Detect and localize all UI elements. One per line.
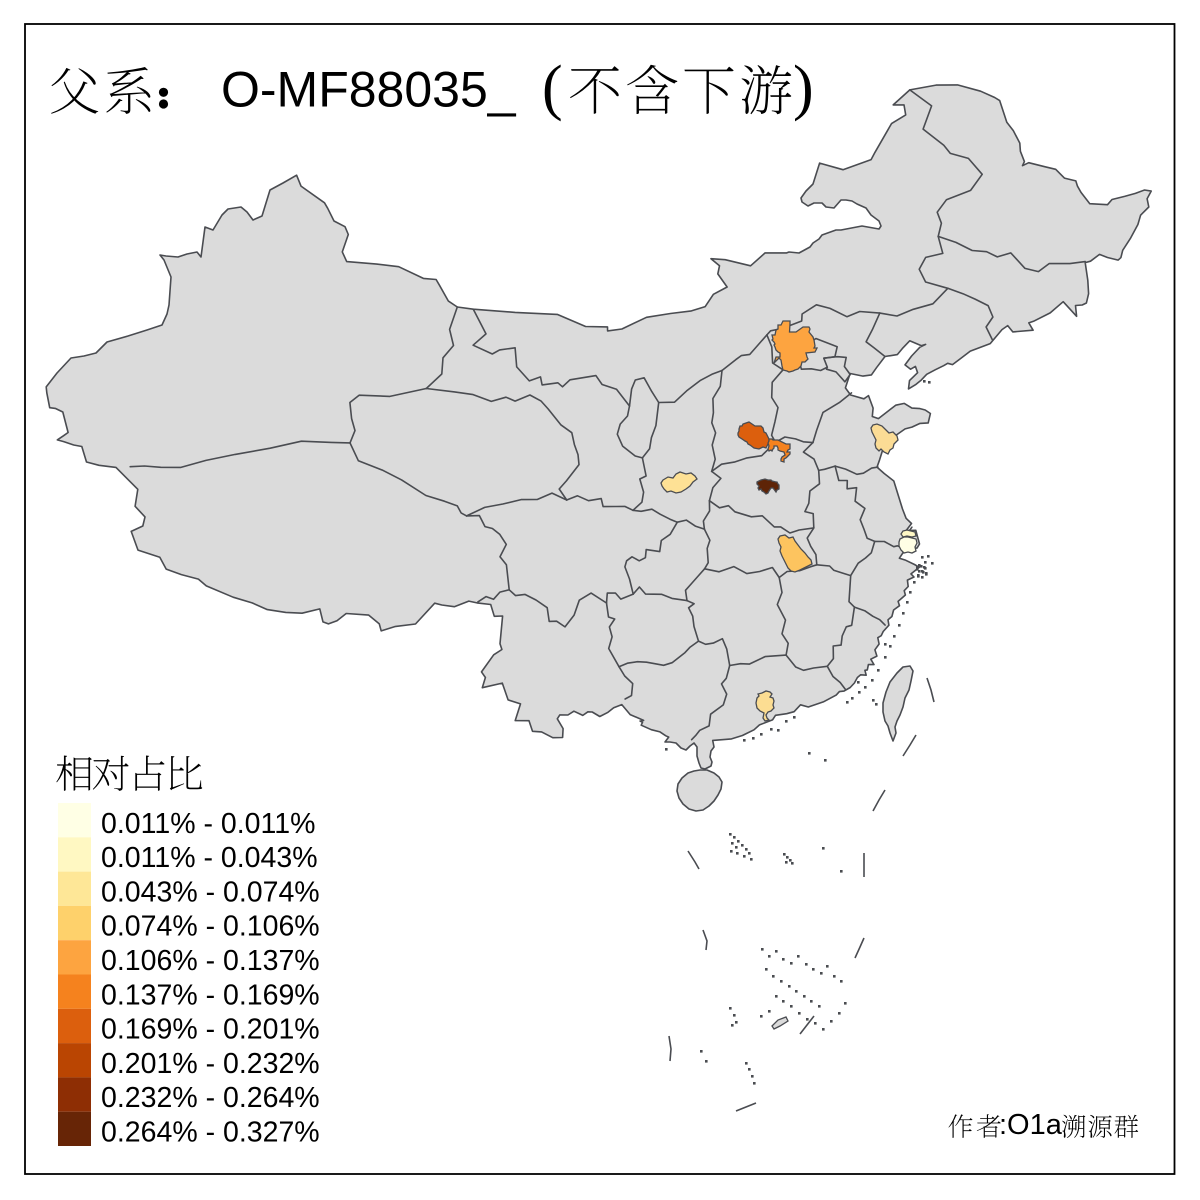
svg-text:0.169% - 0.201%: 0.169% - 0.201% xyxy=(101,1014,320,1046)
svg-text:O-MF88035_: O-MF88035_ xyxy=(221,62,517,118)
svg-text:0.011% - 0.043%: 0.011% - 0.043% xyxy=(101,842,318,874)
svg-text:0.074% - 0.106%: 0.074% - 0.106% xyxy=(101,911,320,943)
svg-text:0.106% - 0.137%: 0.106% - 0.137% xyxy=(101,945,320,977)
svg-text:0.011% - 0.011%: 0.011% - 0.011% xyxy=(101,808,315,840)
svg-text:): ) xyxy=(793,54,814,122)
svg-text::O1a: :O1a xyxy=(999,1109,1063,1141)
svg-text:(: ( xyxy=(542,54,563,122)
svg-text:0.264% - 0.327%: 0.264% - 0.327% xyxy=(101,1117,320,1149)
svg-text:0.201% - 0.232%: 0.201% - 0.232% xyxy=(101,1048,320,1080)
svg-text:0.043% - 0.074%: 0.043% - 0.074% xyxy=(101,876,320,908)
svg-text:0.137% - 0.169%: 0.137% - 0.169% xyxy=(101,979,320,1011)
svg-text:0.232% - 0.264%: 0.232% - 0.264% xyxy=(101,1082,320,1114)
